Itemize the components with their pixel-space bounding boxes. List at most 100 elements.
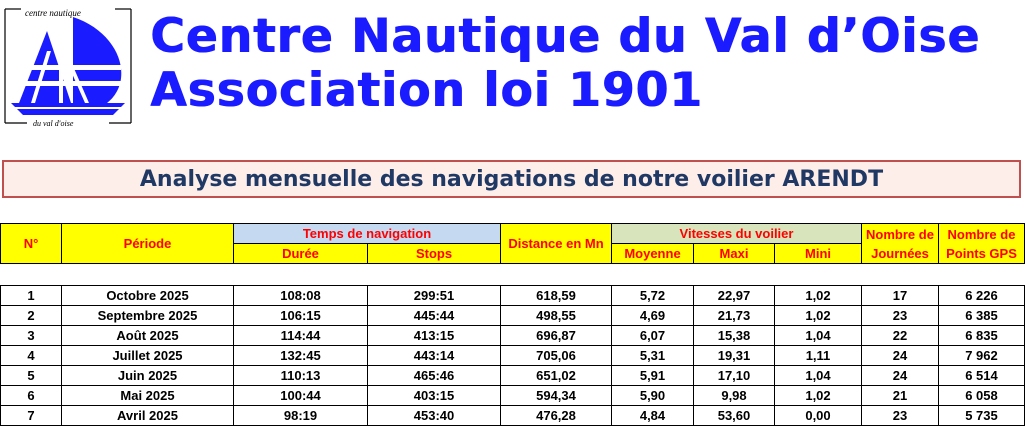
header-journees: Nombre de Journées <box>861 223 939 264</box>
cell-maxi: 22,97 <box>693 285 775 306</box>
cell-journees: 17 <box>861 285 939 306</box>
club-logo: centre nautique du val d'oise <box>3 3 133 128</box>
cell-periode: Juin 2025 <box>61 365 234 386</box>
header-periode: Période <box>61 223 234 264</box>
cell-periode: Mai 2025 <box>61 385 234 406</box>
cell-maxi: 53,60 <box>693 405 775 426</box>
cell-stops: 413:15 <box>367 325 501 346</box>
header-points-gps: Nombre de Points GPS <box>938 223 1025 264</box>
cell-mini: 1,04 <box>774 325 862 346</box>
cell-n: 3 <box>0 325 62 346</box>
cell-duree: 110:13 <box>233 365 368 386</box>
table-row: 3 Août 2025 114:44 413:15 696,87 6,07 15,38 1,0… <box>0 325 1025 346</box>
report-title-banner: Analyse mensuelle des navigations de not… <box>2 160 1021 198</box>
cell-n: 2 <box>0 305 62 326</box>
cell-stops: 465:46 <box>367 365 501 386</box>
cell-periode: Septembre 2025 <box>61 305 234 326</box>
cell-points: 5 735 <box>938 405 1025 426</box>
cell-moyenne: 5,31 <box>611 345 694 366</box>
table-row: 7 Avril 2025 98:19 453:40 476,28 4,84 53,60 0,0… <box>0 405 1025 426</box>
navigation-table: N° Période Temps de navigation Distance … <box>0 223 1025 426</box>
logo-top-text: centre nautique <box>25 8 81 18</box>
cell-journees: 23 <box>861 305 939 326</box>
cell-journees: 24 <box>861 365 939 386</box>
cell-periode: Octobre 2025 <box>61 285 234 306</box>
cell-duree: 98:19 <box>233 405 368 426</box>
header-moyenne: Moyenne <box>611 243 694 264</box>
organization-name: Centre Nautique du Val d’Oise <box>150 9 981 64</box>
cell-points: 6 058 <box>938 385 1025 406</box>
cell-distance: 696,87 <box>500 325 612 346</box>
header-stops: Stops <box>367 243 501 264</box>
cell-periode: Juillet 2025 <box>61 345 234 366</box>
table-spacer-row <box>0 263 1025 286</box>
header-mini: Mini <box>774 243 862 264</box>
cell-journees: 21 <box>861 385 939 406</box>
table-row: 1 Octobre 2025 108:08 299:51 618,59 5,72 22,97… <box>0 285 1025 306</box>
cell-maxi: 15,38 <box>693 325 775 346</box>
cell-distance: 618,59 <box>500 285 612 306</box>
cell-stops: 453:40 <box>367 405 501 426</box>
cell-mini: 1,11 <box>774 345 862 366</box>
cell-maxi: 19,31 <box>693 345 775 366</box>
cell-maxi: 21,73 <box>693 305 775 326</box>
cell-duree: 132:45 <box>233 345 368 366</box>
cell-mini: 1,02 <box>774 305 862 326</box>
cell-stops: 443:14 <box>367 345 501 366</box>
cell-duree: 100:44 <box>233 385 368 406</box>
table-row: 4 Juillet 2025 132:45 443:14 705,06 5,31 19,31… <box>0 345 1025 366</box>
header-vitesses: Vitesses du voilier <box>611 223 862 244</box>
cell-n: 6 <box>0 385 62 406</box>
cell-distance: 651,02 <box>500 365 612 386</box>
table-row: 2 Septembre 2025 106:15 445:44 498,55 4,69 21,… <box>0 305 1025 326</box>
cell-maxi: 9,98 <box>693 385 775 406</box>
cell-distance: 594,34 <box>500 385 612 406</box>
cell-periode: Avril 2025 <box>61 405 234 426</box>
report-title: Analyse mensuelle des navigations de not… <box>139 166 884 192</box>
cell-stops: 403:15 <box>367 385 501 406</box>
table-body: 1 Octobre 2025 108:08 299:51 618,59 5,72 22,97… <box>0 285 1025 426</box>
cell-n: 7 <box>0 405 62 426</box>
cell-points: 6 835 <box>938 325 1025 346</box>
cell-distance: 476,28 <box>500 405 612 426</box>
cell-duree: 106:15 <box>233 305 368 326</box>
header-temps-navigation: Temps de navigation <box>233 223 501 244</box>
header-distance: Distance en Mn <box>500 223 612 264</box>
cell-points: 7 962 <box>938 345 1025 366</box>
cell-journees: 23 <box>861 405 939 426</box>
header-maxi: Maxi <box>693 243 775 264</box>
cell-moyenne: 5,72 <box>611 285 694 306</box>
organization-title: Centre Nautique du Val d’Oise Associatio… <box>150 10 980 118</box>
cell-periode: Août 2025 <box>61 325 234 346</box>
table-header-row: N° Période Temps de navigation Distance … <box>0 223 1025 264</box>
cell-mini: 0,00 <box>774 405 862 426</box>
sailboat-logo-icon <box>4 8 132 124</box>
cell-moyenne: 5,90 <box>611 385 694 406</box>
cell-duree: 108:08 <box>233 285 368 306</box>
table-subheader-row: Durée Stops Moyenne Maxi Mini <box>1 243 1025 264</box>
cell-moyenne: 6,07 <box>611 325 694 346</box>
header-num: N° <box>0 223 62 264</box>
cell-points: 6 385 <box>938 305 1025 326</box>
cell-moyenne: 4,84 <box>611 405 694 426</box>
cell-mini: 1,04 <box>774 365 862 386</box>
cell-points: 6 226 <box>938 285 1025 306</box>
cell-stops: 299:51 <box>367 285 501 306</box>
cell-mini: 1,02 <box>774 385 862 406</box>
cell-n: 5 <box>0 365 62 386</box>
cell-duree: 114:44 <box>233 325 368 346</box>
cell-stops: 445:44 <box>367 305 501 326</box>
cell-journees: 24 <box>861 345 939 366</box>
cell-n: 4 <box>0 345 62 366</box>
cell-moyenne: 4,69 <box>611 305 694 326</box>
spacer-cell <box>0 263 1025 286</box>
cell-journees: 22 <box>861 325 939 346</box>
cell-maxi: 17,10 <box>693 365 775 386</box>
organization-status: Association loi 1901 <box>150 63 703 118</box>
cell-distance: 498,55 <box>500 305 612 326</box>
cell-distance: 705,06 <box>500 345 612 366</box>
logo-bottom-text: du val d'oise <box>33 119 74 128</box>
table-row: 6 Mai 2025 100:44 403:15 594,34 5,90 9,98 1,02 2… <box>0 385 1025 406</box>
cell-points: 6 514 <box>938 365 1025 386</box>
header-duree: Durée <box>233 243 368 264</box>
